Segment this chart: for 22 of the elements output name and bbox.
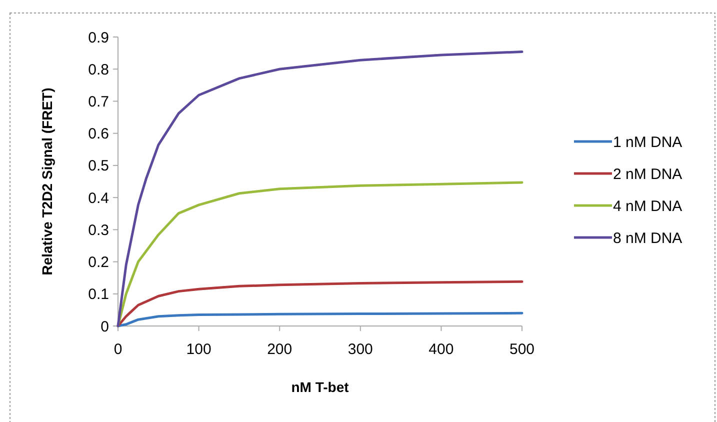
y-tick-label: 0.4 [88, 190, 109, 207]
x-tick-label: 100 [186, 341, 212, 358]
x-tick-label: 200 [267, 341, 292, 358]
x-tick-label: 0 [114, 341, 122, 358]
y-tick-label: 0 [100, 318, 109, 336]
y-tick-label: 0.3 [88, 222, 109, 239]
y-tick-label: 0.5 [88, 158, 109, 175]
y-tick-label: 0.9 [88, 29, 109, 46]
legend-label: 4 nM DNA [613, 198, 682, 215]
y-tick-label: 0.1 [88, 286, 109, 304]
legend-label: 8 nM DNA [613, 230, 682, 247]
y-tick-label: 0.8 [88, 61, 109, 78]
legend-label: 1 nM DNA [613, 134, 682, 151]
x-axis-title: nM T-bet [291, 379, 350, 395]
x-tick-label: 300 [348, 341, 373, 358]
y-tick-label: 0.7 [88, 93, 109, 110]
y-tick-label: 0.2 [88, 254, 109, 272]
legend-label: 2 nM DNA [613, 166, 682, 183]
y-tick-label: 0.6 [88, 126, 109, 143]
x-tick-label: 400 [428, 341, 454, 358]
y-axis-title: Relative T2D2 Signal (FRET) [39, 88, 55, 276]
x-tick-label: 500 [509, 341, 535, 358]
